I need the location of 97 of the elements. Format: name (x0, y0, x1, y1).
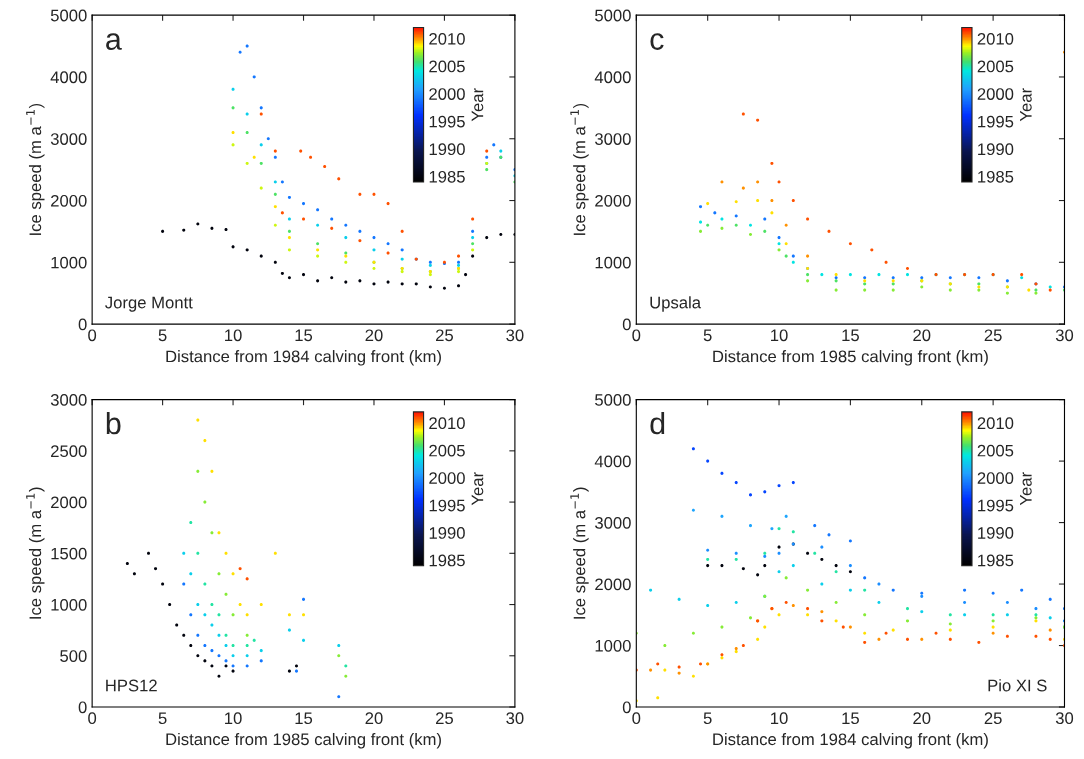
color-bar-label: 2005 (429, 60, 465, 73)
y-tick-label: 3000 (595, 516, 631, 529)
color-bar-label: 2005 (429, 444, 465, 457)
color-bar-label: 1990 (429, 143, 465, 156)
x-tick-label: 10 (225, 329, 242, 342)
x-tick-label: 5 (703, 329, 712, 342)
color-bar-label: 2005 (977, 444, 1014, 457)
x-axis-title: Distance from 1985 calving front (km) (713, 350, 988, 366)
color-bar-label: 2010 (429, 417, 465, 430)
y-axis-title: Ice speed (m a$^{−1}$) (570, 487, 589, 619)
x-tick-label: 5 (703, 712, 712, 725)
y-tick-label: 3000 (50, 394, 87, 406)
y-tick-label: 2000 (51, 194, 87, 207)
color-bar-label: 1995 (429, 115, 465, 128)
y-axis-title: Ice speed (m a$^{−1}$) (26, 103, 45, 235)
y-tick-label: 2000 (595, 578, 631, 591)
x-tick-label: 20 (365, 712, 383, 725)
x-tick-label: 10 (771, 712, 788, 725)
x-tick-label: 15 (295, 329, 313, 342)
x-tick-label: 15 (842, 329, 859, 342)
x-tick-label: 0 (88, 712, 97, 725)
y-tick-label: 4000 (50, 71, 87, 84)
color-bar-label: 1995 (978, 115, 1014, 128)
x-tick-label: 20 (913, 329, 931, 342)
annotation: Jorge Montt (105, 296, 193, 312)
y-tick-label: 5000 (595, 394, 631, 406)
color-bar-label: 2000 (429, 88, 465, 100)
x-tick-label: 25 (984, 329, 1002, 342)
x-tick-label: 20 (913, 712, 931, 725)
x-tick-label: 0 (88, 329, 97, 342)
x-tick-label: 15 (842, 712, 859, 725)
y-tick-label: 2000 (595, 194, 631, 207)
x-tick-label: 20 (365, 329, 383, 342)
annotation: Upsala (650, 296, 702, 312)
x-tick-label: 25 (436, 329, 454, 342)
y-tick-label: 5000 (595, 9, 631, 22)
y-tick-label: 3000 (595, 133, 631, 145)
x-tick-label: 30 (506, 712, 524, 725)
color-bar-label: 1995 (978, 499, 1014, 512)
annotation: c (650, 33, 664, 50)
y-tick-label: 1000 (51, 256, 87, 269)
y-tick-label: 3000 (50, 133, 87, 145)
color-bar-title: Year (471, 472, 484, 506)
y-tick-label: 1000 (51, 598, 87, 611)
color-bar-label: 2000 (977, 472, 1014, 484)
y-tick-label: 4000 (594, 71, 631, 84)
annotation: b (106, 411, 121, 435)
x-tick-label: 15 (295, 712, 313, 725)
color-bar-title: Year (1020, 472, 1032, 506)
x-tick-label: 25 (436, 712, 454, 725)
x-tick-label: 0 (632, 329, 641, 342)
y-tick-label: 2500 (51, 445, 87, 458)
x-axis-title: Distance from 1985 calving front (km) (166, 732, 441, 749)
y-tick-label: 0 (622, 701, 631, 714)
y-tick-label: 0 (78, 701, 87, 714)
annotation: Pio XI S (988, 679, 1047, 692)
y-tick-label: 5000 (50, 9, 87, 22)
color-bar-label: 1985 (429, 554, 465, 567)
x-tick-label: 10 (225, 712, 242, 725)
y-tick-label: 500 (60, 650, 87, 662)
color-bar-label: 1995 (429, 499, 465, 512)
color-bar-label: 2010 (977, 417, 1014, 430)
y-tick-label: 4000 (594, 455, 631, 468)
color-bar-label: 1990 (978, 143, 1014, 156)
color-bar-title: Year (1020, 88, 1032, 122)
color-bar-label: 1985 (978, 170, 1014, 183)
x-tick-label: 5 (158, 712, 167, 725)
color-bar-label: 2005 (977, 60, 1014, 73)
y-tick-label: 1500 (51, 547, 87, 560)
x-tick-label: 30 (1055, 712, 1074, 725)
x-tick-label: 30 (506, 329, 524, 342)
color-bar-label: 2010 (429, 32, 465, 45)
color-bar-label: 1985 (429, 170, 465, 183)
color-bar-title: Year (471, 88, 484, 122)
annotation: HPS12 (106, 679, 157, 692)
y-axis-title: Ice speed (m a$^{−1}$) (570, 103, 589, 235)
y-tick-label: 0 (622, 318, 631, 331)
y-axis-title: Ice speed (m a$^{−1}$) (26, 487, 45, 619)
y-tick-label: 1000 (595, 639, 631, 652)
x-tick-label: 10 (771, 329, 788, 342)
x-tick-label: 5 (158, 329, 167, 342)
x-axis-title: Distance from 1984 calving front (km) (713, 732, 988, 749)
color-bar-label: 1990 (978, 527, 1014, 539)
x-tick-label: 30 (1055, 329, 1074, 342)
color-bar-label: 1990 (429, 527, 465, 539)
color-bar-label: 2000 (429, 472, 465, 484)
x-tick-label: 25 (984, 712, 1002, 725)
y-tick-label: 1000 (595, 256, 631, 269)
color-bar-label: 2010 (977, 32, 1014, 45)
color-bar-label: 2000 (977, 88, 1014, 100)
color-bar-label: 1985 (978, 554, 1014, 567)
annotation: a (106, 33, 122, 50)
y-tick-label: 0 (78, 318, 87, 331)
x-axis-title: Distance from 1984 calving front (km) (166, 350, 441, 366)
x-tick-label: 0 (632, 712, 641, 725)
annotation: d (650, 411, 665, 435)
y-tick-label: 2000 (51, 496, 87, 509)
